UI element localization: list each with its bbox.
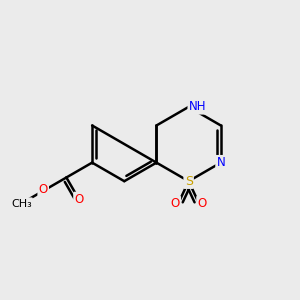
Text: S: S xyxy=(184,175,193,188)
Text: O: O xyxy=(197,197,207,210)
Text: O: O xyxy=(171,197,180,210)
Text: CH₃: CH₃ xyxy=(11,199,32,208)
Text: O: O xyxy=(39,183,48,196)
Text: N: N xyxy=(216,156,225,169)
Text: O: O xyxy=(74,193,84,206)
Text: NH: NH xyxy=(189,100,206,113)
